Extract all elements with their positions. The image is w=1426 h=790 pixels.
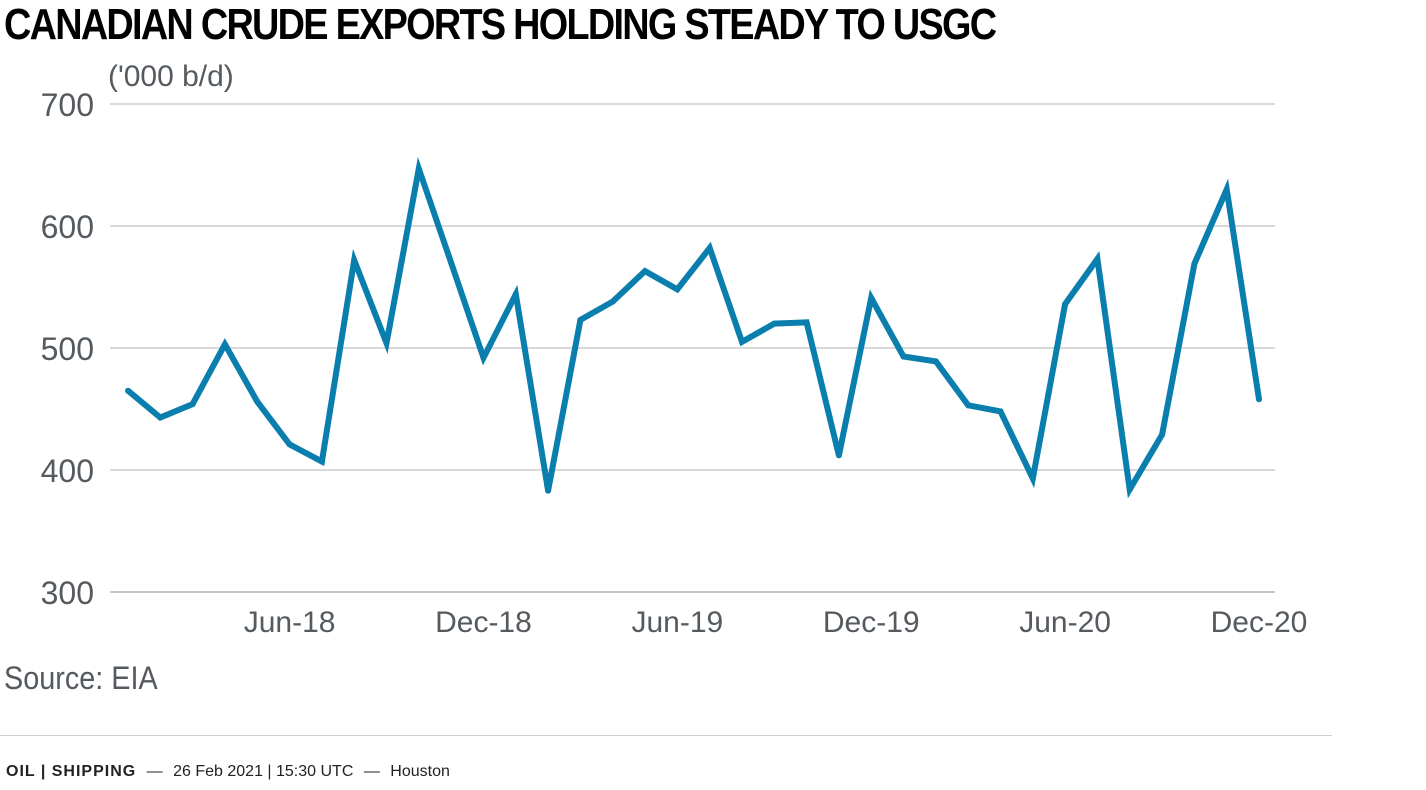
- x-tick-label: Dec-20: [1211, 606, 1308, 639]
- data-point: [448, 259, 455, 266]
- data-point: [738, 338, 745, 345]
- footer-divider: [0, 735, 1332, 736]
- data-point: [254, 398, 261, 405]
- footer-tags: OIL | SHIPPING: [6, 763, 137, 780]
- footer-datetime: 26 Feb 2021 | 15:30 UTC: [173, 763, 354, 780]
- data-point: [351, 257, 358, 264]
- data-point: [1256, 396, 1262, 403]
- x-tick-label: Dec-19: [823, 606, 920, 639]
- y-axis-label: ('000 b/d): [108, 60, 234, 93]
- data-point: [1094, 255, 1101, 262]
- y-tick-label: 400: [41, 453, 94, 489]
- data-point: [771, 320, 778, 327]
- footer-location: Houston: [390, 763, 450, 780]
- series-group: [125, 156, 1262, 499]
- data-point: [965, 402, 972, 409]
- data-point: [383, 340, 390, 347]
- data-point: [1126, 486, 1133, 493]
- x-tick-label: Jun-20: [1019, 606, 1111, 639]
- y-tick-label: 300: [41, 575, 94, 611]
- footer: OIL | SHIPPING — 26 Feb 2021 | 15:30 UTC…: [6, 762, 450, 782]
- data-point: [835, 452, 842, 459]
- x-tick-label: Jun-18: [244, 606, 336, 639]
- data-point: [1191, 260, 1198, 267]
- data-point: [221, 341, 228, 348]
- data-point: [868, 294, 875, 301]
- data-point: [609, 298, 616, 305]
- data-point: [1159, 431, 1166, 438]
- series-line: [126, 156, 1262, 499]
- y-tick-label: 600: [41, 209, 94, 245]
- data-point: [1223, 186, 1230, 193]
- data-point: [125, 387, 131, 394]
- chart-title: CANADIAN CRUDE EXPORTS HOLDING STEADY TO…: [4, 0, 997, 49]
- data-point: [157, 414, 164, 421]
- data-point: [1029, 475, 1036, 482]
- data-point: [900, 353, 907, 360]
- y-tick-label: 700: [41, 87, 94, 123]
- x-tick-label: Dec-18: [435, 606, 532, 639]
- data-point: [1062, 301, 1069, 308]
- source-note: Source: EIA: [4, 660, 158, 696]
- data-point: [189, 401, 196, 408]
- data-point: [480, 354, 487, 361]
- data-point: [706, 244, 713, 251]
- x-tick-label: Jun-19: [631, 606, 723, 639]
- footer-dash: —: [146, 763, 163, 780]
- line-chart: 300 400 500 600 700 Jun-18 Dec-18 Jun-19 Dec-19…: [41, 60, 1308, 639]
- footer-dash: —: [363, 763, 380, 780]
- data-point: [512, 291, 519, 298]
- data-point: [932, 358, 939, 365]
- x-axis-ticks: Jun-18 Dec-18 Jun-19 Dec-19 Jun-20 Dec-20: [244, 606, 1308, 639]
- gridlines: [110, 103, 1275, 593]
- data-point: [415, 165, 422, 172]
- y-axis-ticks: 300 400 500 600 700: [41, 87, 94, 611]
- data-point: [997, 408, 1004, 415]
- y-tick-label: 500: [41, 331, 94, 367]
- data-point: [577, 316, 584, 323]
- data-point: [674, 286, 681, 293]
- data-point: [642, 268, 649, 275]
- data-point: [545, 487, 552, 494]
- data-point: [318, 458, 325, 465]
- data-point: [803, 319, 810, 326]
- data-point: [286, 441, 293, 448]
